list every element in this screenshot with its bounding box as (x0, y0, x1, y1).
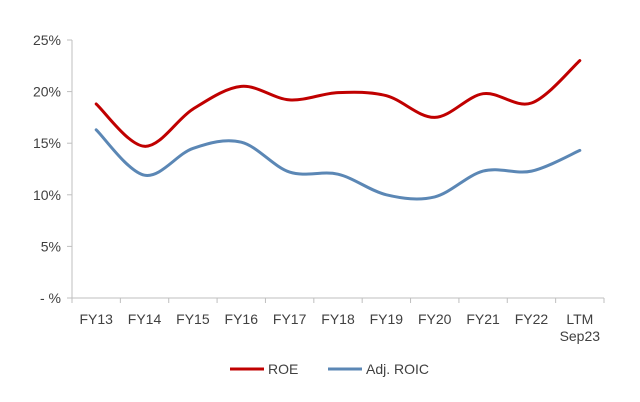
x-tick-label: LTM Sep23 (560, 311, 601, 344)
x-tick-label: FY13 (79, 311, 113, 327)
y-tick-label: 10% (33, 187, 61, 203)
x-tick-label-line: FY13 (79, 311, 113, 327)
x-tick-label: FY20 (418, 311, 452, 327)
roe-legend-label: ROE (268, 361, 298, 377)
x-axis: FY13 FY14 FY15 FY16 FY17 FY18 FY19 FY20 FY21 FY22… (71, 297, 605, 344)
x-tick-label-line: LTM (566, 311, 593, 327)
x-tick-label: FY21 (466, 311, 500, 327)
y-tick-label: 20% (33, 84, 61, 100)
x-tick-label-line: FY19 (370, 311, 404, 327)
x-tick-label: FY19 (370, 311, 404, 327)
x-tick-label-line: FY22 (515, 311, 549, 327)
y-tick-label: 15% (33, 135, 61, 151)
y-tick-label: - % (40, 290, 61, 306)
adj-roic-legend-label: Adj. ROIC (366, 361, 429, 377)
x-tick-label-line: Sep23 (560, 328, 601, 344)
x-tick-label-line: FY14 (128, 311, 162, 327)
x-tick-label: FY17 (273, 311, 307, 327)
adj-roic-series-line (94, 128, 582, 201)
x-tick-label: FY14 (128, 311, 162, 327)
x-tick-label-line: FY18 (321, 311, 355, 327)
x-tick-label: FY18 (321, 311, 355, 327)
x-tick-label-line: FY16 (225, 311, 259, 327)
x-tick-label: FY22 (515, 311, 549, 327)
x-tick-label-line: FY17 (273, 311, 307, 327)
y-tick-label: 5% (41, 238, 61, 254)
series-layer (94, 59, 582, 201)
y-tick-label: 25% (33, 32, 61, 48)
x-tick-label-line: FY21 (466, 311, 500, 327)
x-tick-label: FY15 (176, 311, 210, 327)
legend: ROE Adj. ROIC (230, 361, 429, 377)
x-tick-label-line: FY15 (176, 311, 210, 327)
y-axis: - % 5% 10% 15% 20% 25% (33, 32, 73, 306)
roe-series-line (94, 59, 582, 148)
x-tick-label: FY16 (225, 311, 259, 327)
x-tick-label-line: FY20 (418, 311, 452, 327)
